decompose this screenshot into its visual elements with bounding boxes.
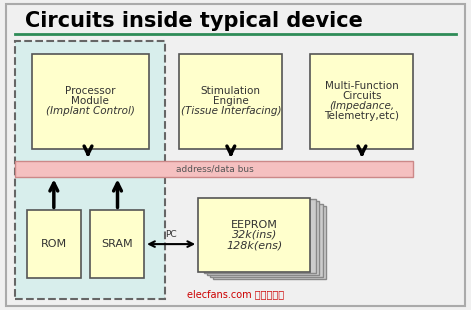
Text: Telemetry,etc): Telemetry,etc)	[325, 111, 399, 122]
FancyBboxPatch shape	[16, 161, 414, 176]
Text: address/data bus: address/data bus	[176, 164, 253, 173]
Text: (Implant Control): (Implant Control)	[46, 106, 135, 116]
Text: 32k(ins): 32k(ins)	[232, 230, 277, 240]
Text: (Impedance,: (Impedance,	[329, 101, 395, 111]
FancyBboxPatch shape	[198, 198, 310, 272]
FancyBboxPatch shape	[90, 210, 144, 278]
FancyBboxPatch shape	[203, 199, 316, 273]
Text: 128k(ens): 128k(ens)	[226, 240, 282, 250]
Text: Module: Module	[72, 96, 109, 106]
Text: SRAM: SRAM	[101, 239, 133, 249]
FancyBboxPatch shape	[16, 41, 165, 299]
Text: Multi-Function: Multi-Function	[325, 81, 399, 91]
FancyBboxPatch shape	[213, 206, 326, 279]
FancyBboxPatch shape	[210, 204, 323, 277]
Text: EEPROM: EEPROM	[231, 220, 278, 230]
Text: Stimulation: Stimulation	[201, 86, 261, 96]
Text: Engine: Engine	[213, 96, 249, 106]
Text: ROM: ROM	[41, 239, 67, 249]
Text: elecfans.com 电子发烧友: elecfans.com 电子发烧友	[187, 290, 284, 299]
FancyBboxPatch shape	[207, 202, 319, 275]
Text: Processor: Processor	[65, 86, 115, 96]
Text: Circuits: Circuits	[342, 91, 382, 101]
FancyBboxPatch shape	[27, 210, 81, 278]
FancyBboxPatch shape	[310, 54, 414, 149]
FancyBboxPatch shape	[179, 54, 282, 149]
Text: Circuits inside typical device: Circuits inside typical device	[25, 11, 363, 31]
Text: (Tissue Interfacing): (Tissue Interfacing)	[180, 106, 281, 116]
FancyBboxPatch shape	[32, 54, 149, 149]
Text: PC: PC	[165, 230, 177, 239]
